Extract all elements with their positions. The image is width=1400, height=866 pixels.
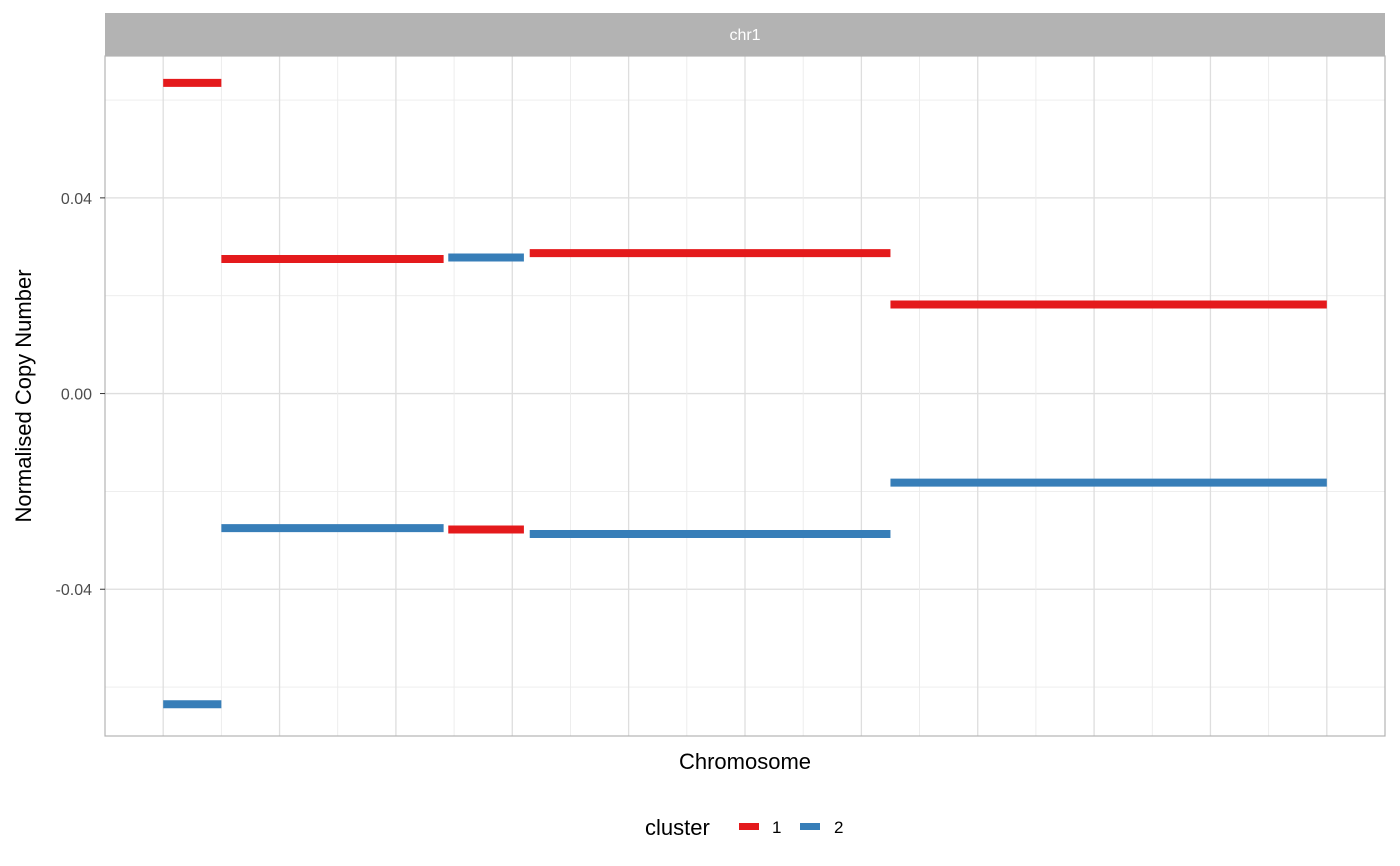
x-axis-title: Chromosome [679, 749, 811, 774]
y-tick-label: -0.04 [56, 582, 93, 599]
panel-border [104, 55, 1386, 737]
facet-strip-label: chr1 [729, 27, 760, 44]
y-tick-label: 0.04 [61, 191, 92, 208]
legend-label-cluster-1: 1 [772, 818, 781, 837]
y-axis-ticks: -0.04 0.00 0.04 [56, 191, 105, 599]
legend-key-cluster-2 [800, 823, 820, 830]
facet-strip [105, 13, 1385, 56]
legend-title: cluster [645, 815, 710, 840]
legend-label-cluster-2: 2 [834, 818, 843, 837]
y-tick-label: 0.00 [61, 387, 92, 404]
data-segments [163, 78, 1327, 709]
legend-key-cluster-1 [739, 823, 759, 830]
legend: cluster 1 2 [645, 815, 843, 840]
grid-lines [105, 56, 1385, 736]
y-axis-title: Normalised Copy Number [11, 269, 36, 522]
